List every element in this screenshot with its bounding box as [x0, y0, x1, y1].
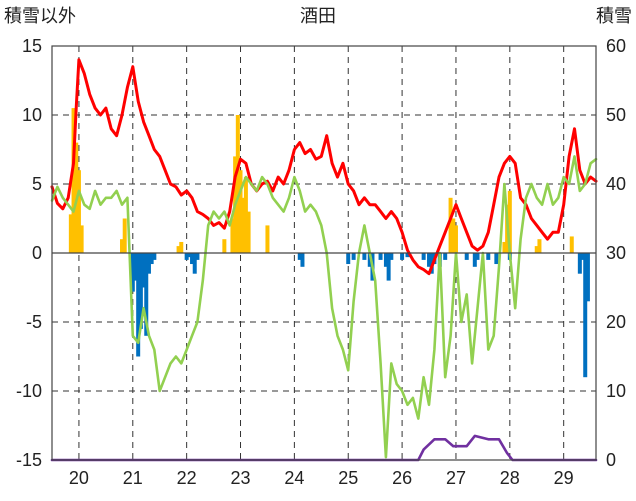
right-axis-label: 積雪	[596, 6, 632, 27]
y-right-tick-label: 60	[606, 36, 626, 56]
bar	[389, 253, 394, 260]
bar	[76, 170, 81, 253]
bar	[130, 253, 135, 292]
bar	[179, 241, 184, 253]
bar	[502, 241, 507, 253]
bar	[585, 253, 590, 302]
bar	[300, 253, 305, 267]
bar	[68, 214, 73, 253]
y-left-tick-label: -15	[16, 450, 42, 470]
line-series	[50, 58, 598, 462]
y-right-tick-label: 10	[606, 381, 626, 401]
bar	[351, 253, 356, 260]
bar	[71, 108, 76, 253]
bar	[297, 253, 302, 260]
x-tick-label: 27	[446, 468, 466, 488]
bar	[246, 211, 251, 253]
bar	[507, 190, 512, 253]
bar	[494, 253, 499, 265]
x-tick-label: 20	[69, 468, 89, 488]
series-line	[50, 155, 598, 459]
bar	[230, 218, 235, 253]
y-right-tick-label: 30	[606, 243, 626, 263]
x-tick-label: 29	[554, 468, 574, 488]
bar	[453, 225, 458, 253]
bar	[386, 253, 391, 281]
bar	[569, 236, 574, 253]
y-right-tick-label: 0	[606, 450, 616, 470]
bar	[136, 253, 141, 357]
y-left-tick-label: 0	[32, 243, 42, 263]
bar	[346, 253, 351, 265]
bar	[362, 253, 367, 260]
bar	[400, 253, 405, 260]
bar	[195, 253, 200, 260]
x-tick-label: 22	[177, 468, 197, 488]
y-left-tick-label: 10	[22, 105, 42, 125]
y-left-tick-label: 5	[32, 174, 42, 194]
bar	[138, 253, 143, 329]
bar	[580, 253, 585, 260]
bar	[534, 246, 539, 253]
bar	[192, 253, 197, 274]
y-right-tick-label: 40	[606, 174, 626, 194]
x-tick-label: 26	[392, 468, 412, 488]
x-tick-label: 28	[500, 468, 520, 488]
bar	[141, 253, 146, 288]
y-left-tick-label: -10	[16, 381, 42, 401]
x-tick-label: 21	[123, 468, 143, 488]
bar	[367, 253, 372, 267]
bar	[190, 253, 195, 265]
bar	[152, 253, 157, 260]
series-line	[50, 58, 598, 276]
y-right-tick-label: 20	[606, 312, 626, 332]
bar	[486, 253, 491, 260]
bar	[472, 253, 477, 267]
bar	[176, 246, 181, 253]
y-left-tick-label: 15	[22, 36, 42, 56]
bar	[583, 253, 588, 378]
bar	[120, 239, 125, 253]
bar	[144, 253, 149, 336]
bar	[184, 253, 189, 260]
x-tick-label: 25	[338, 468, 358, 488]
x-tick-label: 24	[284, 468, 304, 488]
bar	[235, 115, 240, 253]
y-right-tick-label: 50	[606, 105, 626, 125]
axis-ticks: 20 21 22 23 24 25 26 27 28 29151050-5-10-15605040…	[16, 36, 626, 488]
bar	[241, 197, 246, 253]
bar	[122, 218, 127, 253]
bar	[421, 253, 426, 260]
bar	[133, 253, 138, 281]
bar	[187, 253, 192, 258]
x-tick-label: 23	[230, 468, 250, 488]
bar	[79, 225, 84, 253]
bar	[383, 253, 388, 267]
y-left-tick-label: -5	[26, 312, 42, 332]
bar	[537, 239, 542, 253]
bar	[427, 253, 432, 267]
bar	[265, 225, 270, 253]
series-line	[50, 434, 598, 462]
bar	[451, 218, 456, 253]
bar	[149, 253, 154, 265]
chart-title: 酒田	[300, 6, 336, 27]
bar	[464, 253, 469, 260]
bar	[448, 197, 453, 253]
left-axis-label: 積雪以外	[4, 6, 76, 27]
bar	[238, 170, 243, 253]
bar	[222, 239, 227, 253]
bar	[146, 253, 151, 274]
bar	[443, 253, 448, 260]
bar	[405, 253, 410, 258]
bar	[243, 177, 248, 253]
bar	[475, 253, 480, 260]
bar	[577, 253, 582, 274]
bar	[378, 253, 383, 260]
